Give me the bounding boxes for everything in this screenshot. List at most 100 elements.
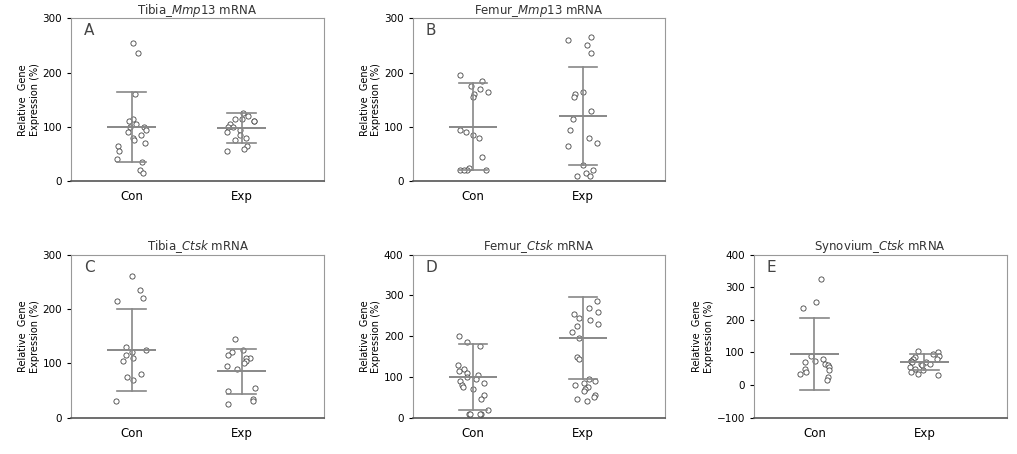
Y-axis label: Relative  Gene
Expression (%): Relative Gene Expression (%) <box>360 63 381 136</box>
Point <box>478 167 494 174</box>
Point <box>219 148 235 155</box>
Point <box>474 77 490 84</box>
Point <box>470 371 486 379</box>
Text: E: E <box>767 260 776 275</box>
Point <box>111 148 127 155</box>
Point <box>472 85 488 93</box>
Point <box>118 351 134 359</box>
Point <box>903 359 919 366</box>
Point <box>109 297 125 305</box>
Point <box>476 380 492 387</box>
Point <box>585 167 601 174</box>
Point <box>128 120 144 128</box>
Point <box>135 169 152 177</box>
Point <box>119 373 135 380</box>
Point <box>582 375 598 383</box>
Point <box>924 350 941 358</box>
Point <box>570 322 586 330</box>
Point <box>569 396 585 403</box>
Point <box>583 316 599 323</box>
Point <box>564 115 581 122</box>
Point <box>109 156 125 163</box>
Point <box>459 167 475 174</box>
Point <box>582 172 598 179</box>
Point <box>931 349 947 356</box>
Point <box>590 320 606 327</box>
Point <box>910 370 926 377</box>
Point <box>587 377 603 385</box>
Point <box>220 400 236 408</box>
Point <box>577 385 593 393</box>
Point <box>820 373 836 380</box>
Point <box>480 88 496 95</box>
Point <box>579 398 595 405</box>
Point <box>559 142 576 149</box>
Point <box>914 367 931 374</box>
Point <box>242 354 258 361</box>
Text: A: A <box>83 23 95 38</box>
Point <box>466 91 482 98</box>
Point <box>459 339 475 346</box>
Point <box>135 295 152 302</box>
Point <box>473 410 489 417</box>
Point <box>463 83 479 90</box>
Point <box>465 385 481 393</box>
Point <box>240 113 256 120</box>
Point <box>137 126 154 133</box>
Point <box>563 328 580 336</box>
Point <box>247 384 263 391</box>
Point <box>227 137 243 144</box>
Point <box>571 355 587 362</box>
Title: Synovium_$\mathit{Ctsk}$ mRNA: Synovium_$\mathit{Ctsk}$ mRNA <box>815 238 946 256</box>
Point <box>245 398 261 405</box>
Point <box>562 126 579 133</box>
Point <box>572 335 588 342</box>
Point <box>234 346 250 353</box>
Point <box>905 355 921 363</box>
Point <box>821 364 837 371</box>
Point <box>569 172 585 179</box>
Point <box>125 354 141 361</box>
Point <box>452 72 468 79</box>
Point <box>576 380 592 387</box>
Point <box>577 388 593 395</box>
Point <box>245 395 261 402</box>
Point <box>133 370 149 378</box>
Point <box>471 134 487 141</box>
Point <box>232 126 248 133</box>
Point <box>452 167 468 174</box>
Point <box>809 298 825 306</box>
Point <box>137 346 154 353</box>
Point <box>225 123 241 130</box>
Point <box>451 361 467 368</box>
Point <box>583 34 599 41</box>
Point <box>589 139 605 147</box>
Point <box>125 115 141 122</box>
Point <box>567 381 584 389</box>
Point <box>227 335 243 342</box>
Point <box>118 343 134 350</box>
Title: Femur_$\mathit{Ctsk}$ mRNA: Femur_$\mathit{Ctsk}$ mRNA <box>483 238 595 256</box>
Point <box>224 349 240 356</box>
Point <box>797 365 814 372</box>
Point <box>583 50 599 57</box>
Point <box>794 305 811 312</box>
Point <box>452 377 468 385</box>
Point <box>135 123 152 130</box>
Point <box>220 387 236 394</box>
Point <box>921 360 938 367</box>
Point <box>566 310 583 317</box>
Point <box>903 357 919 364</box>
Point <box>220 362 236 370</box>
Y-axis label: Relative  Gene
Expression (%): Relative Gene Expression (%) <box>18 300 40 373</box>
Point <box>914 362 931 369</box>
Point <box>586 394 602 401</box>
Point <box>219 128 235 136</box>
Point <box>930 372 946 379</box>
Point <box>132 286 148 294</box>
Point <box>917 359 934 366</box>
Title: Tibia_$\mathit{Ctsk}$ mRNA: Tibia_$\mathit{Ctsk}$ mRNA <box>146 238 248 256</box>
Point <box>803 352 820 360</box>
Point <box>587 392 603 399</box>
Point <box>121 118 137 125</box>
